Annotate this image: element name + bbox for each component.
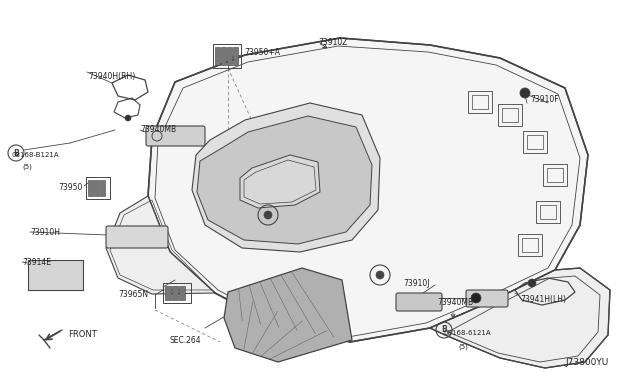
Bar bbox=[523, 131, 547, 153]
Text: 73910J: 73910J bbox=[403, 279, 429, 288]
Text: SEC.264: SEC.264 bbox=[170, 336, 202, 345]
Bar bbox=[518, 234, 542, 256]
Text: 73950+A: 73950+A bbox=[244, 48, 280, 57]
Bar bbox=[163, 283, 191, 303]
Bar bbox=[100, 180, 105, 196]
Text: 73940MB: 73940MB bbox=[140, 125, 176, 134]
Text: 73940MB: 73940MB bbox=[437, 298, 473, 307]
Bar bbox=[213, 44, 241, 68]
Bar bbox=[498, 104, 522, 126]
Polygon shape bbox=[192, 103, 380, 252]
Circle shape bbox=[471, 293, 481, 303]
Bar bbox=[94, 180, 99, 196]
Bar bbox=[227, 47, 232, 65]
FancyBboxPatch shape bbox=[146, 126, 205, 146]
Text: 73940H(RH): 73940H(RH) bbox=[88, 72, 135, 81]
Bar bbox=[233, 47, 238, 65]
Bar bbox=[165, 286, 171, 300]
Bar bbox=[502, 108, 518, 122]
FancyBboxPatch shape bbox=[106, 226, 168, 248]
Bar bbox=[536, 201, 560, 223]
Bar bbox=[547, 168, 563, 182]
Bar bbox=[221, 47, 226, 65]
Text: 73965N: 73965N bbox=[118, 290, 148, 299]
Bar bbox=[215, 47, 220, 65]
Text: 73950: 73950 bbox=[58, 183, 83, 192]
Circle shape bbox=[520, 88, 530, 98]
Text: J73800YU: J73800YU bbox=[565, 358, 608, 367]
Polygon shape bbox=[430, 268, 610, 368]
FancyBboxPatch shape bbox=[466, 290, 508, 307]
Bar bbox=[540, 205, 556, 219]
Text: 08168-B121A: 08168-B121A bbox=[12, 152, 60, 158]
Bar bbox=[522, 238, 538, 252]
Bar bbox=[88, 180, 93, 196]
Polygon shape bbox=[148, 38, 588, 342]
Text: B: B bbox=[441, 326, 447, 334]
Polygon shape bbox=[224, 268, 352, 362]
Bar bbox=[28, 260, 83, 290]
Bar bbox=[527, 135, 543, 149]
Circle shape bbox=[376, 271, 384, 279]
Polygon shape bbox=[106, 196, 215, 294]
Circle shape bbox=[528, 279, 536, 287]
Text: 73910F: 73910F bbox=[530, 95, 559, 104]
Circle shape bbox=[264, 211, 272, 219]
Bar bbox=[172, 286, 178, 300]
Bar bbox=[468, 91, 492, 113]
Text: 73910Z: 73910Z bbox=[318, 38, 348, 47]
Text: FRONT: FRONT bbox=[68, 330, 97, 339]
Text: B: B bbox=[13, 148, 19, 157]
Bar bbox=[472, 95, 488, 109]
Text: 73914E: 73914E bbox=[22, 258, 51, 267]
Bar bbox=[179, 286, 185, 300]
Text: (5): (5) bbox=[22, 163, 32, 170]
Text: 73910H: 73910H bbox=[30, 228, 60, 237]
Text: 08168-6121A: 08168-6121A bbox=[444, 330, 492, 336]
Bar bbox=[543, 164, 567, 186]
Polygon shape bbox=[197, 116, 372, 244]
Text: (5): (5) bbox=[458, 343, 468, 350]
Text: 73941H(LH): 73941H(LH) bbox=[520, 295, 566, 304]
Polygon shape bbox=[240, 155, 320, 208]
Circle shape bbox=[125, 115, 131, 121]
FancyBboxPatch shape bbox=[396, 293, 442, 311]
Bar bbox=[86, 177, 110, 199]
